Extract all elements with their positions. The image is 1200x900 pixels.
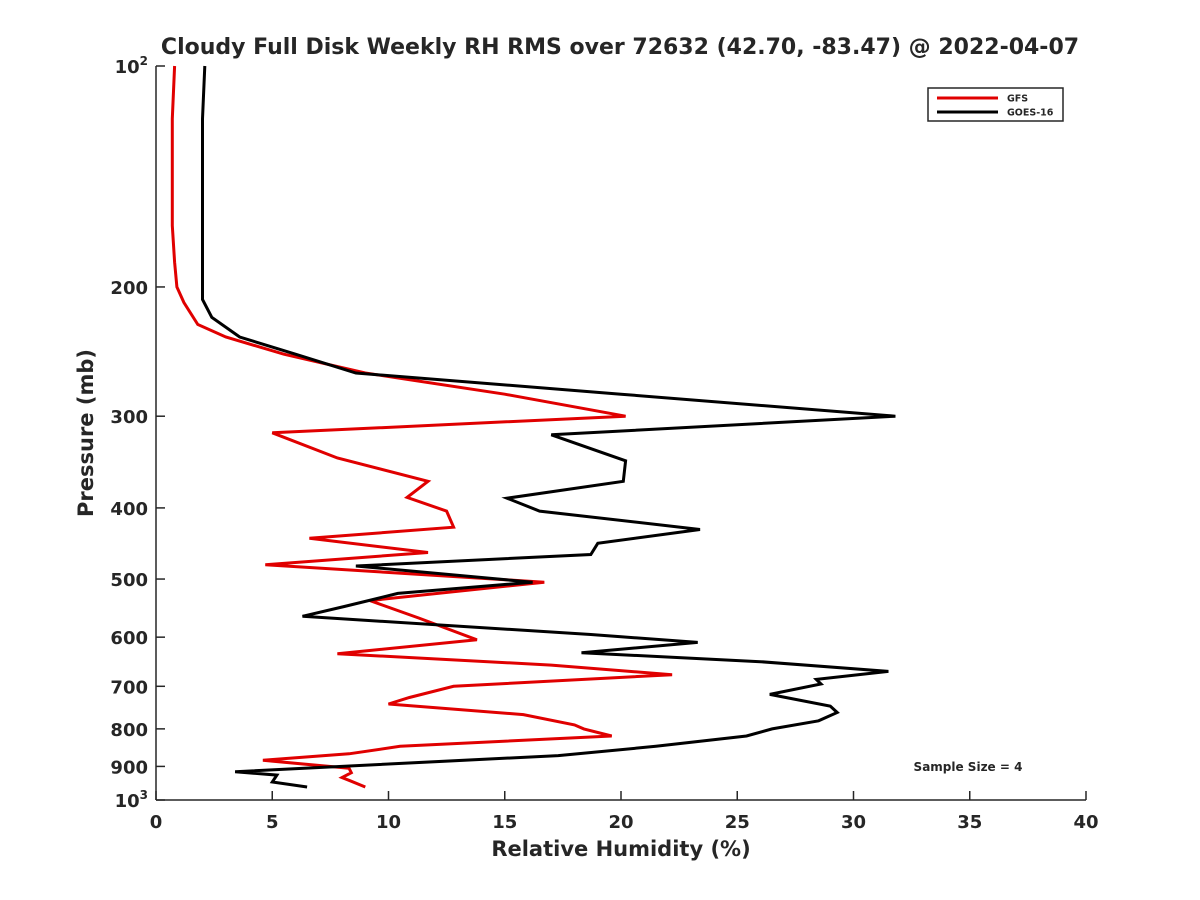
x-tick-label: 35 [957, 812, 982, 833]
x-tick-label: 30 [841, 812, 866, 833]
x-tick-label: 20 [608, 812, 633, 833]
y-tick-label: 400 [110, 499, 148, 520]
series-line-gfs [170, 65, 673, 789]
x-tick-label: 15 [492, 812, 517, 833]
y-tick-exponent: 2 [140, 54, 148, 68]
y-tick-label: 800 [110, 720, 148, 741]
y-tick-base: 10 [115, 57, 140, 78]
y-tick-exponent: 3 [140, 788, 148, 802]
x-tick-label: 5 [266, 812, 279, 833]
y-tick-label: 900 [110, 757, 148, 778]
series-layer [170, 65, 896, 789]
x-tick-label: 40 [1073, 812, 1098, 833]
y-tick-label: 102 [115, 54, 148, 78]
y-tick-label: 103 [115, 788, 148, 812]
sample-size-annotation: Sample Size = 4 [914, 760, 1023, 774]
y-tick-label: 200 [110, 278, 148, 299]
x-tick-label: 10 [376, 812, 401, 833]
x-tick-label: 25 [725, 812, 750, 833]
y-tick-label: 700 [110, 677, 148, 698]
y-tick-label: 500 [110, 570, 148, 591]
chart-title: Cloudy Full Disk Weekly RH RMS over 7263… [161, 35, 1079, 60]
y-tick-base: 10 [115, 791, 140, 812]
legend-box [927, 87, 1064, 122]
x-tick-label: 0 [150, 812, 163, 833]
legend-label: GOES-16 [1007, 108, 1054, 119]
x-axis-label: Relative Humidity (%) [491, 837, 750, 861]
series-line-goes-16 [201, 65, 896, 789]
y-axis-label: Pressure (mb) [74, 349, 98, 517]
legend-label: GFS [1007, 94, 1028, 105]
y-tick-label: 300 [110, 407, 148, 428]
axes: 0 5 10 15 20 25 30 35 40102200300400500600700800… [110, 54, 1098, 833]
y-tick-label: 600 [110, 628, 148, 649]
legend: GFS GOES-16 [927, 87, 1064, 122]
